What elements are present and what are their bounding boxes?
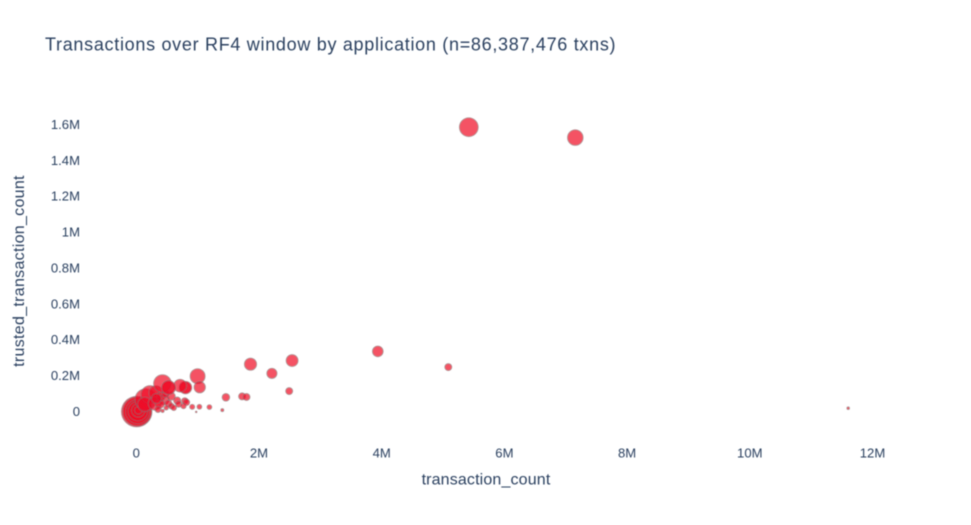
svg-text:0.2M: 0.2M	[51, 368, 80, 383]
svg-text:0: 0	[73, 404, 80, 419]
svg-text:transaction_count: transaction_count	[422, 472, 551, 489]
svg-text:1.2M: 1.2M	[51, 189, 80, 204]
svg-text:0.8M: 0.8M	[51, 260, 80, 275]
svg-text:8M: 8M	[618, 445, 636, 460]
svg-text:1M: 1M	[62, 225, 80, 240]
svg-text:0.4M: 0.4M	[51, 332, 80, 347]
svg-text:trusted_transaction_count: trusted_transaction_count	[11, 175, 28, 367]
svg-text:1.6M: 1.6M	[51, 117, 80, 132]
svg-text:6M: 6M	[495, 445, 513, 460]
svg-text:1.4M: 1.4M	[51, 153, 80, 168]
svg-text:10M: 10M	[737, 445, 762, 460]
svg-text:12M: 12M	[860, 445, 885, 460]
svg-text:0: 0	[133, 445, 140, 460]
svg-text:0.6M: 0.6M	[51, 296, 80, 311]
svg-text:Transactions over RF4 window b: Transactions over RF4 window by applicat…	[45, 34, 616, 54]
svg-text:2M: 2M	[250, 445, 268, 460]
svg-text:4M: 4M	[373, 445, 391, 460]
